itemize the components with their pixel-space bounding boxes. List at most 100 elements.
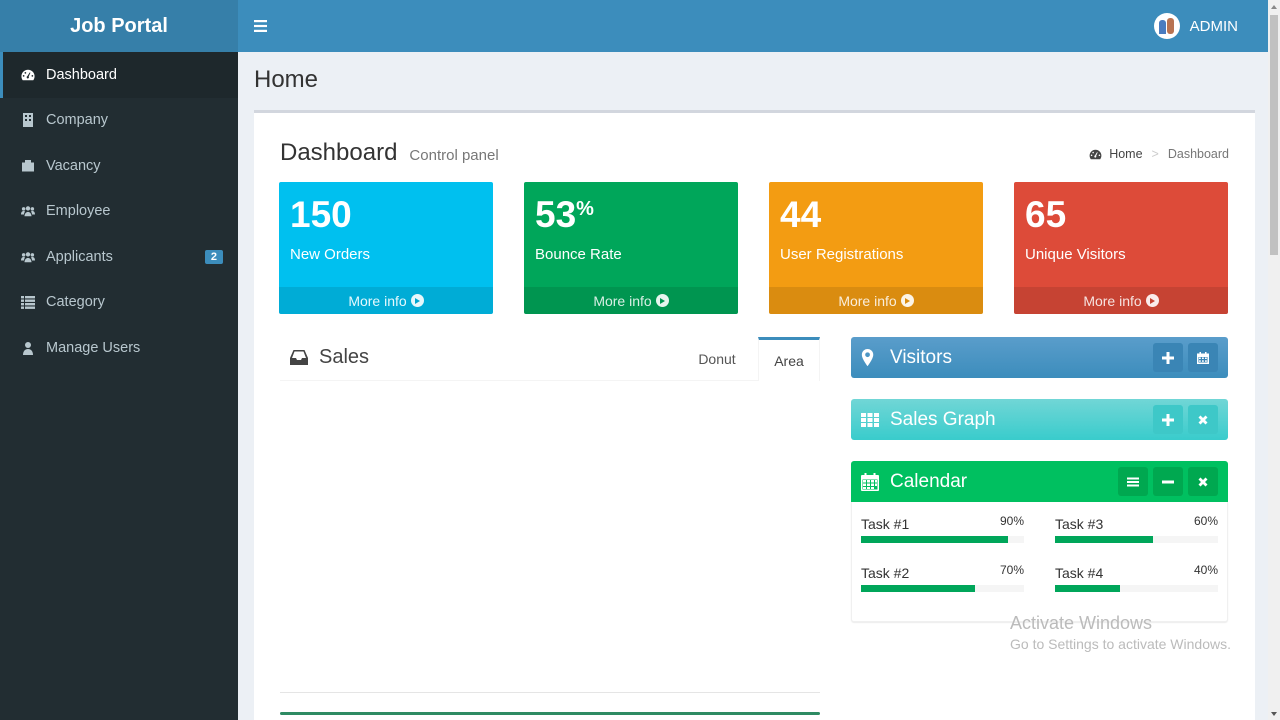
tab-donut[interactable]: Donut <box>698 351 736 367</box>
activate-windows-watermark: Activate Windows Go to Settings to activ… <box>1010 613 1231 652</box>
visitors-tools <box>1153 343 1218 372</box>
stat-box-bounce-rate: 53% Bounce Rate More info <box>524 182 738 314</box>
arrow-circle-right-icon <box>900 294 914 307</box>
stat-box-new-orders: 150 New Orders More info <box>279 182 493 314</box>
add-button[interactable] <box>1153 343 1183 372</box>
sidebar-item-label: Applicants <box>46 248 113 265</box>
more-info-link[interactable]: More info <box>524 287 738 314</box>
calendar-tools <box>1118 467 1218 496</box>
visitors-widget-header: Visitors <box>851 337 1228 378</box>
progress-bar <box>861 585 1024 592</box>
stat-value: 150 <box>290 194 352 235</box>
dashboard-header: Dashboard Control panel <box>280 139 499 167</box>
calendar-widget-header: Calendar <box>851 461 1228 502</box>
sidebar: Dashboard Company Vacancy Employee Appli… <box>0 52 238 720</box>
task-name: Task #2 <box>861 565 910 581</box>
collapse-button[interactable] <box>1153 467 1183 496</box>
more-info-link[interactable]: More info <box>1014 287 1228 314</box>
stat-value: 53% <box>535 194 594 235</box>
visitors-title: Visitors <box>890 346 952 368</box>
minus-icon <box>1162 480 1174 483</box>
stat-box-user-registrations: 44 User Registrations More info <box>769 182 983 314</box>
task-percent: 60% <box>1193 514 1218 528</box>
watermark-title: Activate Windows <box>1010 613 1153 633</box>
task-percent: 90% <box>999 514 1024 528</box>
sidebar-item-category[interactable]: Category <box>0 280 238 326</box>
th-icon <box>861 411 879 429</box>
list-icon <box>21 295 35 310</box>
tab-area[interactable]: Area <box>758 337 820 381</box>
sidebar-item-label: Vacancy <box>46 157 101 174</box>
dashboard-icon <box>1089 149 1102 159</box>
remove-button[interactable] <box>1188 405 1218 434</box>
close-icon <box>1198 477 1208 486</box>
breadcrumb-home-label: Home <box>1109 147 1143 161</box>
stat-label: Unique Visitors <box>1025 246 1126 263</box>
breadcrumb-home-link[interactable]: Home <box>1089 147 1143 161</box>
more-info-link[interactable]: More info <box>279 287 493 314</box>
stat-label: Bounce Rate <box>535 246 622 263</box>
expand-button[interactable] <box>1153 405 1183 434</box>
sidebar-item-applicants[interactable]: Applicants 2 <box>0 234 238 280</box>
briefcase-icon <box>21 159 35 173</box>
calendar-icon <box>861 472 879 491</box>
user-icon <box>21 341 35 355</box>
user-menu[interactable]: ADMIN <box>1153 13 1238 39</box>
sales-panel-header: Sales Donut Area <box>280 337 820 381</box>
top-navbar: ADMIN <box>238 0 1268 52</box>
scroll-up-arrow-icon[interactable] <box>1271 5 1277 9</box>
stat-label: New Orders <box>290 246 371 263</box>
scroll-down-arrow-icon[interactable] <box>1271 712 1277 716</box>
dashboard-subtitle: Control panel <box>409 147 499 164</box>
task-percent: 70% <box>999 563 1024 577</box>
watermark-subtitle: Go to Settings to activate Windows. <box>1010 636 1231 652</box>
breadcrumb-separator: > <box>1151 147 1159 161</box>
progress-bar <box>1055 585 1218 592</box>
applicants-count-badge: 2 <box>204 249 223 264</box>
calendar-menu-button[interactable] <box>1118 467 1148 496</box>
user-name: ADMIN <box>1189 17 1238 35</box>
more-info-link[interactable]: More info <box>769 287 983 314</box>
task-name: Task #1 <box>861 516 910 532</box>
calendar-icon <box>1197 351 1209 364</box>
sales-panel: Sales Donut Area <box>280 337 820 694</box>
stat-label: User Registrations <box>780 246 904 263</box>
dashboard-title: Dashboard <box>280 139 398 166</box>
avatar <box>1153 13 1180 39</box>
page-title: Home <box>254 66 319 93</box>
arrow-circle-right-icon <box>1145 294 1159 307</box>
users-icon <box>21 250 35 264</box>
sidebar-item-manage-users[interactable]: Manage Users <box>0 325 238 371</box>
sidebar-item-employee[interactable]: Employee <box>0 189 238 235</box>
sidebar-item-label: Dashboard <box>46 66 117 83</box>
sidebar-item-company[interactable]: Company <box>0 98 238 144</box>
plus-icon <box>1162 351 1174 364</box>
sidebar-item-vacancy[interactable]: Vacancy <box>0 143 238 189</box>
panel-top-border <box>280 712 820 715</box>
app-logo[interactable]: Job Portal <box>0 0 238 52</box>
sidebar-item-label: Company <box>46 112 109 129</box>
calendar-title: Calendar <box>890 470 968 492</box>
building-icon <box>21 113 35 128</box>
close-icon <box>1198 415 1208 424</box>
sales-title: Sales <box>290 346 369 369</box>
bars-icon <box>1127 477 1139 486</box>
sales-graph-title: Sales Graph <box>890 408 996 430</box>
sidebar-item-dashboard[interactable]: Dashboard <box>0 52 238 98</box>
map-marker-icon <box>861 348 879 367</box>
arrow-circle-right-icon <box>410 294 424 307</box>
task-name: Task #3 <box>1055 516 1104 532</box>
date-range-button[interactable] <box>1188 343 1218 372</box>
inbox-icon <box>290 350 308 365</box>
breadcrumb-current: Dashboard <box>1167 147 1229 161</box>
sidebar-item-label: Manage Users <box>46 339 141 356</box>
main-content-box: Dashboard Control panel Home > Dashboard… <box>254 110 1255 720</box>
remove-button[interactable] <box>1188 467 1218 496</box>
scrollbar-thumb[interactable] <box>1270 15 1278 255</box>
calendar-widget-body: Task #1 90% Task #2 70% Task #3 60% Task… <box>851 502 1228 622</box>
page-scrollbar[interactable] <box>1268 0 1280 720</box>
stat-box-unique-visitors: 65 Unique Visitors More info <box>1014 182 1228 314</box>
users-icon <box>21 204 35 218</box>
sidebar-toggle-button[interactable] <box>238 0 282 52</box>
sidebar-item-label: Employee <box>46 203 111 220</box>
